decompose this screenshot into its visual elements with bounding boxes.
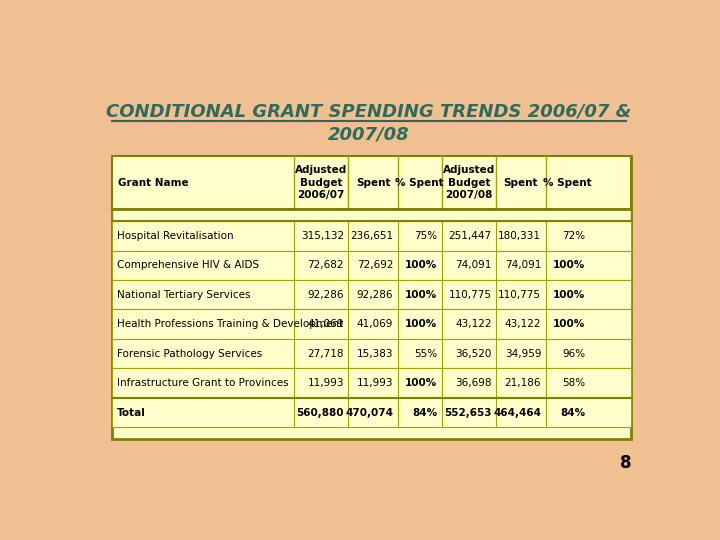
Text: 96%: 96%	[562, 349, 585, 359]
Text: 15,383: 15,383	[357, 349, 393, 359]
Text: Infrastructure Grant to Provinces: Infrastructure Grant to Provinces	[117, 378, 289, 388]
Bar	[112, 339, 631, 368]
Text: 36,520: 36,520	[456, 349, 492, 359]
Text: 43,122: 43,122	[455, 319, 492, 329]
Text: Grant Name: Grant Name	[118, 178, 189, 188]
Text: 100%: 100%	[405, 260, 437, 270]
Text: CONDITIONAL GRANT SPENDING TRENDS 2006/07 &
2007/08: CONDITIONAL GRANT SPENDING TRENDS 2006/0…	[107, 102, 631, 144]
Bar	[112, 398, 631, 427]
Text: 8: 8	[620, 454, 631, 472]
Text: Forensic Pathology Services: Forensic Pathology Services	[117, 349, 262, 359]
Text: 11,993: 11,993	[307, 378, 344, 388]
Text: 21,186: 21,186	[505, 378, 541, 388]
Text: 43,122: 43,122	[505, 319, 541, 329]
Text: 72%: 72%	[562, 231, 585, 241]
Text: Spent: Spent	[504, 178, 539, 188]
Text: 58%: 58%	[562, 378, 585, 388]
Text: 92,286: 92,286	[307, 289, 344, 300]
Text: 92,286: 92,286	[357, 289, 393, 300]
Text: 41,069: 41,069	[357, 319, 393, 329]
Bar	[112, 309, 631, 339]
Text: 75%: 75%	[414, 231, 437, 241]
Bar	[112, 368, 631, 398]
Text: 41,069: 41,069	[307, 319, 344, 329]
Text: 72,692: 72,692	[357, 260, 393, 270]
Text: Adjusted
Budget
2007/08: Adjusted Budget 2007/08	[443, 165, 495, 200]
Text: 72,682: 72,682	[307, 260, 344, 270]
Text: National Tertiary Services: National Tertiary Services	[117, 289, 251, 300]
Text: 84%: 84%	[413, 408, 437, 417]
Text: 74,091: 74,091	[456, 260, 492, 270]
Text: 251,447: 251,447	[449, 231, 492, 241]
Text: 27,718: 27,718	[307, 349, 344, 359]
Text: Hospital Revitalisation: Hospital Revitalisation	[117, 231, 233, 241]
Text: 110,775: 110,775	[498, 289, 541, 300]
Text: 315,132: 315,132	[301, 231, 344, 241]
Text: 84%: 84%	[560, 408, 585, 417]
Text: 552,653: 552,653	[444, 408, 492, 417]
Text: 11,993: 11,993	[357, 378, 393, 388]
Text: % Spent: % Spent	[544, 178, 592, 188]
Text: 110,775: 110,775	[449, 289, 492, 300]
Text: 236,651: 236,651	[350, 231, 393, 241]
Text: 560,880: 560,880	[297, 408, 344, 417]
Text: 100%: 100%	[553, 289, 585, 300]
Text: 100%: 100%	[553, 260, 585, 270]
Text: 100%: 100%	[405, 378, 437, 388]
Text: 470,074: 470,074	[346, 408, 393, 417]
Bar	[112, 251, 631, 280]
Text: 464,464: 464,464	[493, 408, 541, 417]
Text: 100%: 100%	[405, 289, 437, 300]
Text: Comprehensive HIV & AIDS: Comprehensive HIV & AIDS	[117, 260, 259, 270]
Text: 100%: 100%	[553, 319, 585, 329]
Bar	[112, 210, 631, 221]
Text: % Spent: % Spent	[395, 178, 444, 188]
Text: 34,959: 34,959	[505, 349, 541, 359]
Text: 180,331: 180,331	[498, 231, 541, 241]
Bar	[112, 280, 631, 309]
Text: 55%: 55%	[414, 349, 437, 359]
Text: Adjusted
Budget
2006/07: Adjusted Budget 2006/07	[295, 165, 347, 200]
Text: Total: Total	[117, 408, 145, 417]
Text: 36,698: 36,698	[455, 378, 492, 388]
Text: 100%: 100%	[405, 319, 437, 329]
Text: 74,091: 74,091	[505, 260, 541, 270]
Bar	[112, 221, 631, 251]
Text: Health Professions Training & Development: Health Professions Training & Developmen…	[117, 319, 343, 329]
Text: Spent: Spent	[356, 178, 390, 188]
